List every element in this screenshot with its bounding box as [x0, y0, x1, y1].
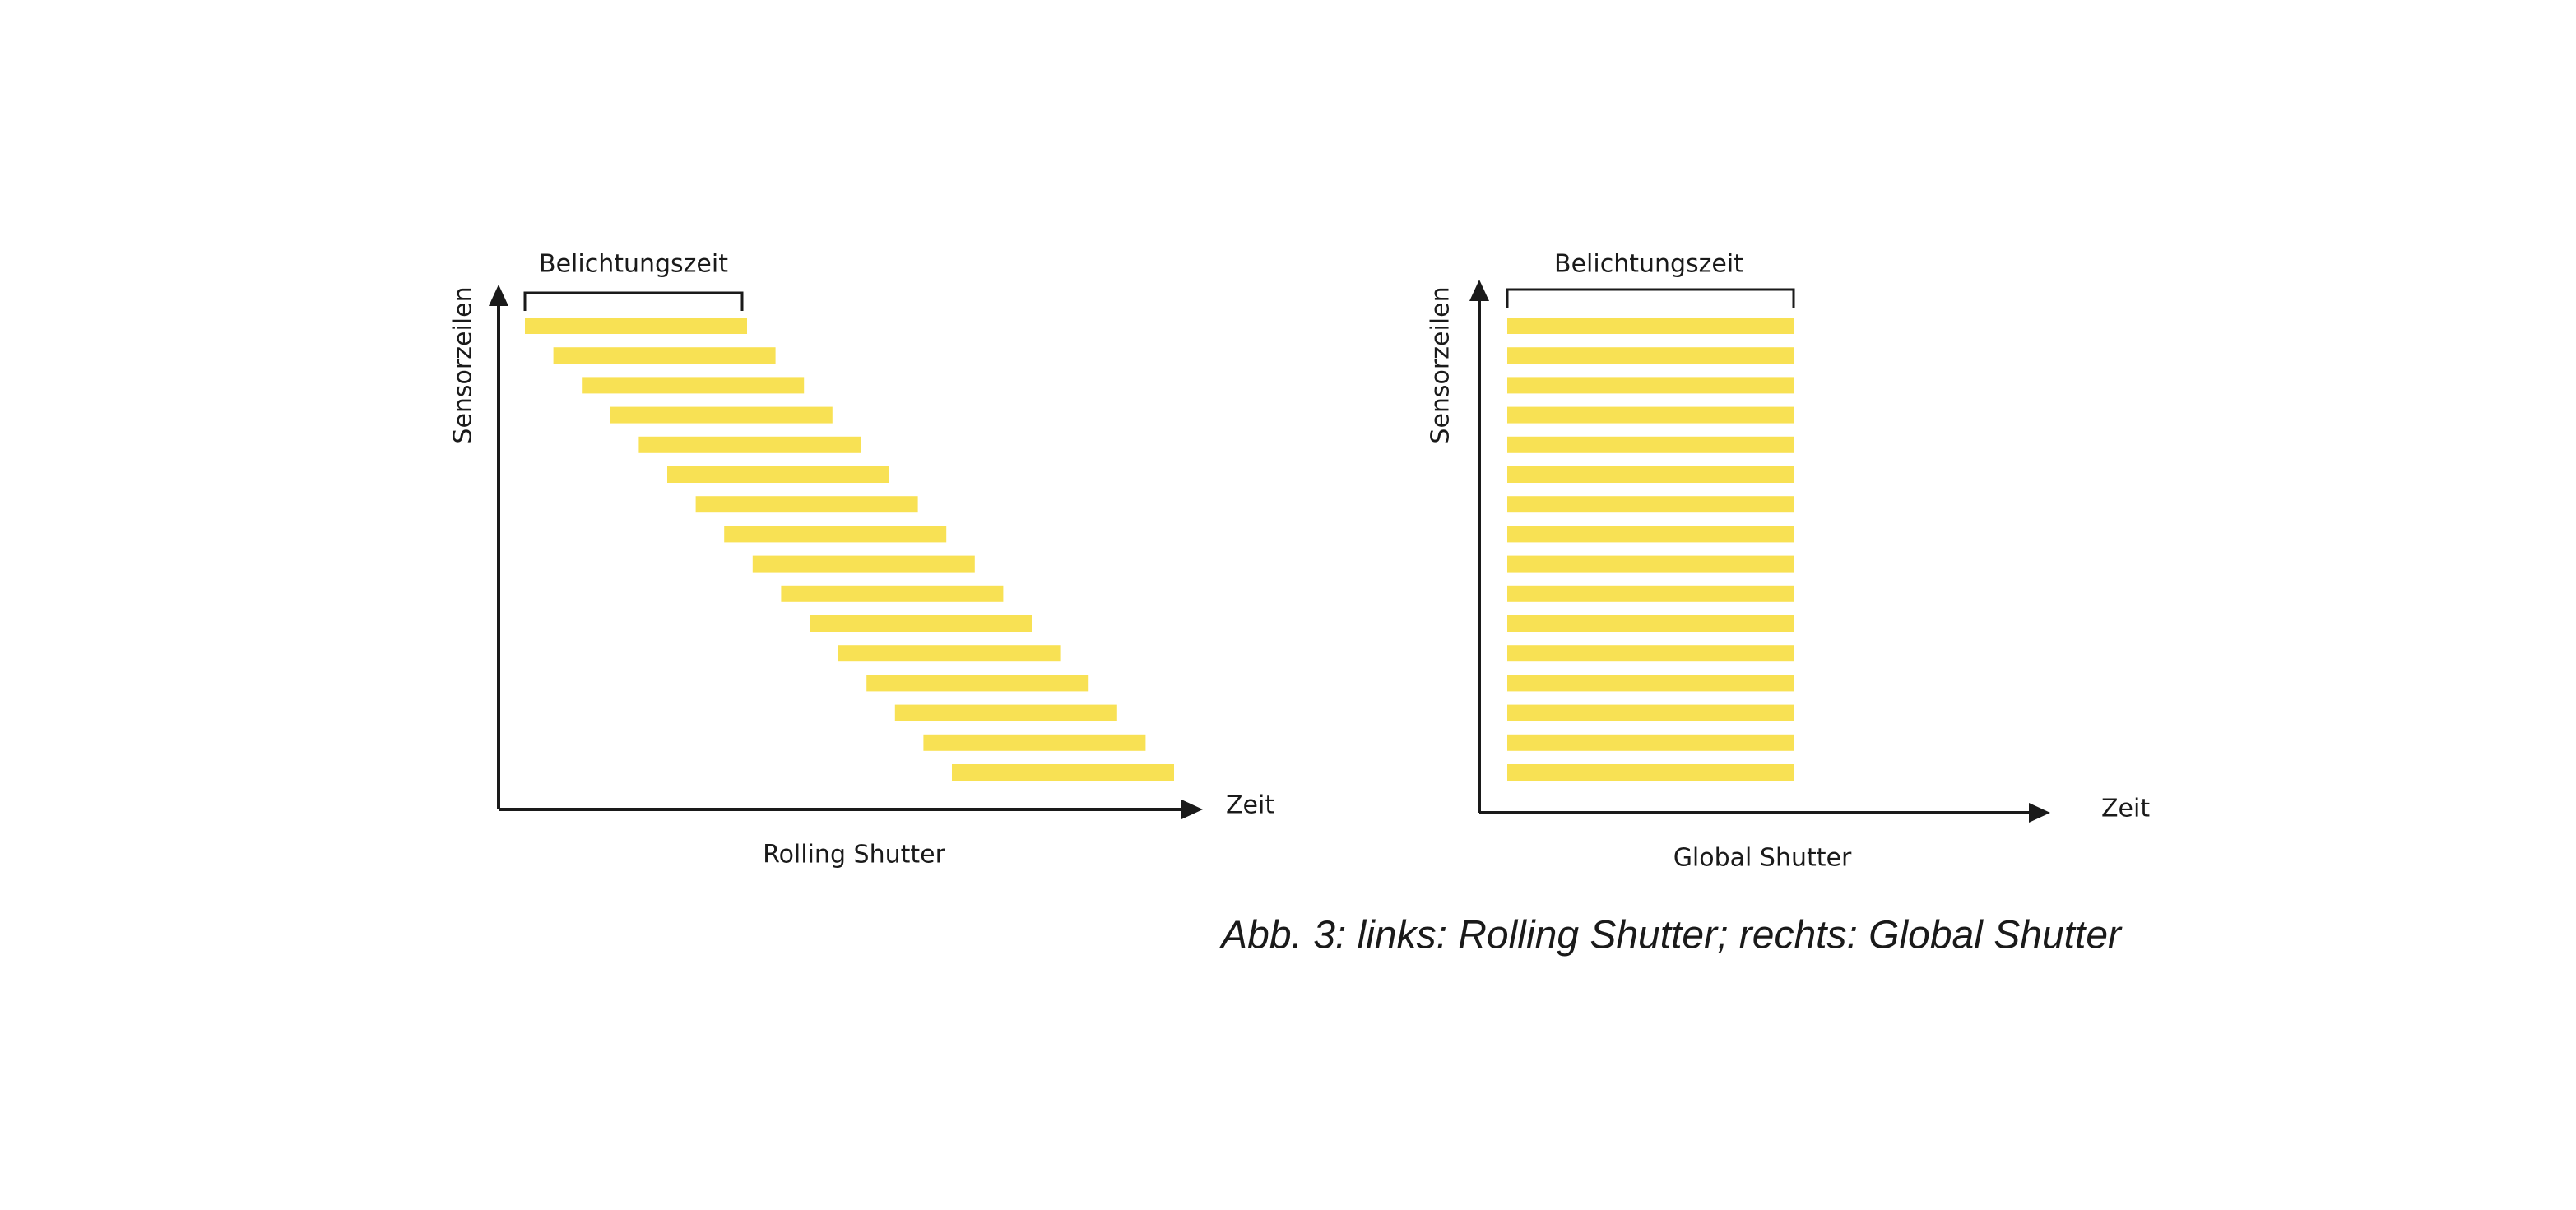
y-axis-label: Sensorzeilen	[1427, 286, 1455, 443]
sensor-row-bar	[525, 318, 747, 334]
exposure-bracket	[1506, 288, 1795, 308]
exposure-bracket	[523, 291, 744, 311]
sensor-row-bar	[1507, 585, 1794, 602]
sensor-row-bar	[1507, 526, 1794, 543]
sensor-row-bar	[1507, 377, 1794, 394]
sensor-row-bar	[1507, 645, 1794, 662]
sensor-row-bar	[724, 526, 947, 543]
figure-caption: Abb. 3: links: Rolling Shutter; rechts: …	[1218, 914, 2123, 957]
y-axis-label: Sensorzeilen	[449, 286, 478, 443]
sensor-row-bar	[781, 585, 1004, 602]
sensor-row-bar	[667, 466, 889, 483]
sensor-row-bar	[1507, 347, 1794, 364]
sensor-row-bar	[610, 406, 833, 424]
sensor-row-bar	[1507, 734, 1794, 751]
sensor-row-bar	[952, 764, 1174, 781]
panel-caption: Global Shutter	[1673, 844, 1852, 873]
x-axis-arrow	[2029, 803, 2050, 823]
sensor-row-bar	[582, 377, 805, 394]
x-axis-label: Zeit	[1226, 791, 1274, 820]
sensor-row-bar	[638, 436, 861, 453]
x-axis-label: Zeit	[2101, 795, 2150, 823]
sensor-row-bar	[1507, 406, 1794, 424]
sensor-row-bar	[1507, 318, 1794, 334]
bracket-label: Belichtungszeit	[539, 250, 728, 279]
y-axis-arrow	[489, 285, 508, 306]
sensor-row-bar	[1507, 615, 1794, 632]
sensor-row-bar	[1507, 496, 1794, 513]
sensor-row-bar	[1507, 436, 1794, 453]
x-axis-arrow	[1181, 800, 1203, 819]
sensor-row-bar	[866, 675, 1089, 692]
sensor-row-bar	[838, 645, 1061, 662]
panel-caption: Rolling Shutter	[763, 841, 946, 869]
sensor-row-bar	[923, 734, 1146, 751]
sensor-row-bar	[1507, 675, 1794, 692]
y-axis-arrow	[1469, 280, 1489, 301]
sensor-row-bar	[553, 347, 776, 364]
sensor-row-bar	[752, 555, 975, 573]
sensor-row-bar	[894, 704, 1117, 721]
sensor-row-bar	[695, 496, 918, 513]
sensor-row-bar	[810, 615, 1032, 632]
sensor-row-bar	[1507, 555, 1794, 573]
sensor-row-bar	[1507, 764, 1794, 781]
sensor-row-bar	[1507, 704, 1794, 721]
bracket-label: Belichtungszeit	[1554, 250, 1743, 279]
sensor-row-bar	[1507, 466, 1794, 483]
